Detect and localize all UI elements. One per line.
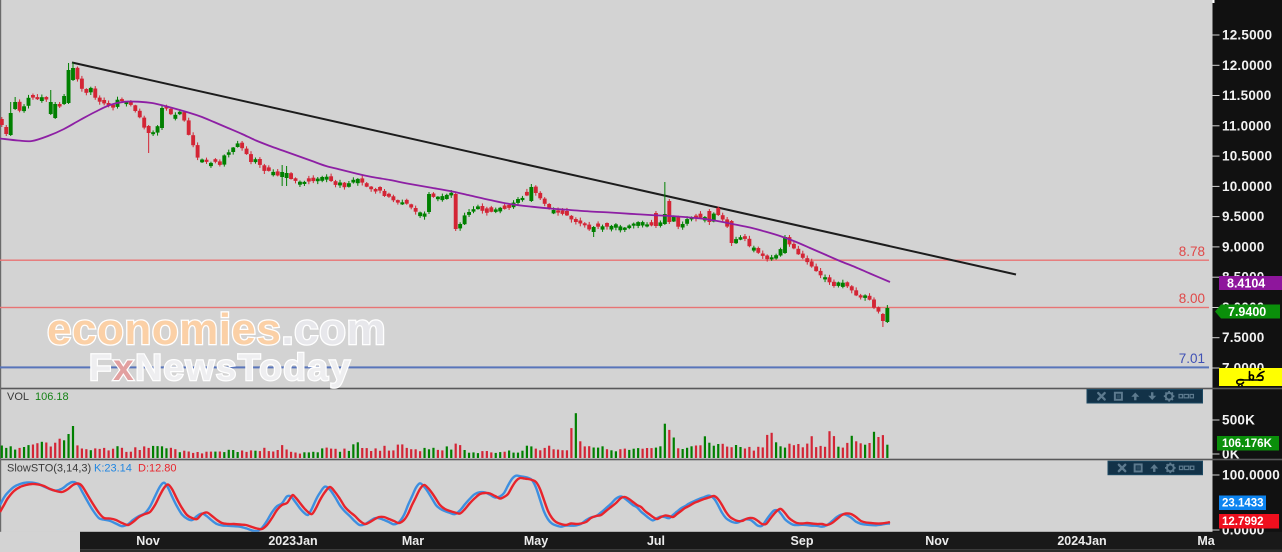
svg-text:100.0000: 100.0000: [1222, 468, 1280, 483]
svg-text:economies.com: economies.com: [47, 305, 386, 354]
svg-text:9.5000: 9.5000: [1222, 209, 1265, 224]
svg-text:8.4104: 8.4104: [1227, 277, 1265, 291]
svg-text:12.0000: 12.0000: [1222, 58, 1272, 73]
svg-text:Ma: Ma: [1197, 534, 1215, 548]
svg-text:106.18: 106.18: [35, 391, 69, 403]
svg-text:VOL: VOL: [7, 391, 29, 403]
svg-text:SlowSTO(3,14,3): SlowSTO(3,14,3): [7, 463, 91, 475]
svg-text:9.0000: 9.0000: [1222, 239, 1265, 254]
svg-text:K:23.14: K:23.14: [94, 463, 132, 475]
svg-text:11.0000: 11.0000: [1222, 118, 1271, 133]
svg-text:7.5000: 7.5000: [1222, 330, 1265, 345]
svg-text:FxNewsToday: FxNewsToday: [89, 347, 352, 388]
svg-text:May: May: [524, 534, 548, 548]
svg-text:106.176K: 106.176K: [1222, 438, 1273, 450]
svg-text:23.1433: 23.1433: [1222, 498, 1264, 510]
svg-text:11.5000: 11.5000: [1222, 88, 1271, 103]
svg-text:Mar: Mar: [402, 534, 424, 548]
svg-text:7.01: 7.01: [1179, 351, 1205, 366]
svg-text:Sep: Sep: [791, 534, 814, 548]
svg-text:500K: 500K: [1222, 413, 1255, 428]
svg-text:12.7992: 12.7992: [1222, 516, 1264, 528]
svg-text:Nov: Nov: [136, 534, 160, 548]
svg-text:D:12.80: D:12.80: [138, 463, 177, 475]
svg-text:10.0000: 10.0000: [1222, 179, 1272, 194]
svg-text:10.5000: 10.5000: [1222, 149, 1272, 164]
svg-text:12.5000: 12.5000: [1222, 28, 1272, 43]
svg-text:8.00: 8.00: [1179, 291, 1205, 306]
svg-text:Jul: Jul: [647, 534, 665, 548]
svg-text:Nov: Nov: [925, 534, 949, 548]
svg-text:2023Jan: 2023Jan: [268, 534, 317, 548]
svg-text:7.9400: 7.9400: [1228, 305, 1266, 319]
svg-text:8.78: 8.78: [1179, 244, 1205, 259]
svg-text:2024Jan: 2024Jan: [1057, 534, 1106, 548]
